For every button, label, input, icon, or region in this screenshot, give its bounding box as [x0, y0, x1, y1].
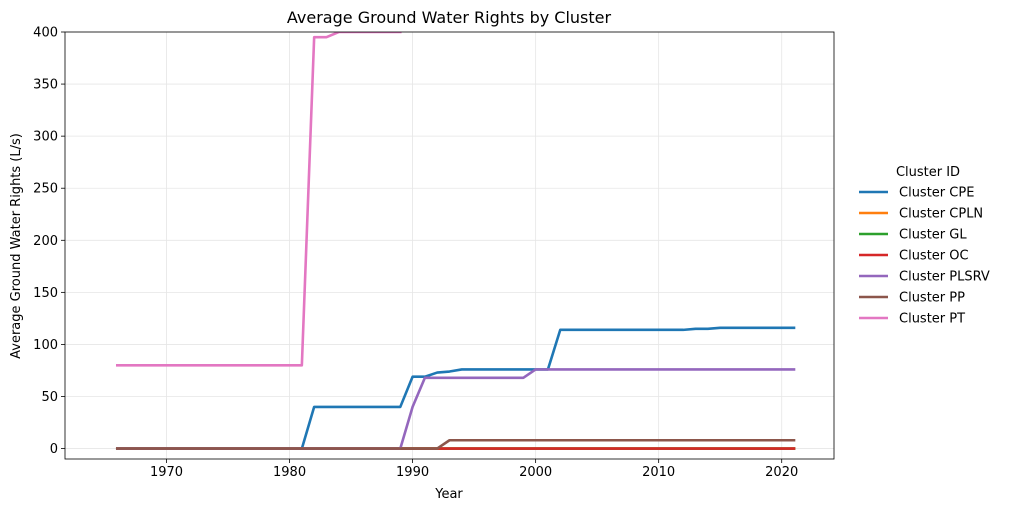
series-line-cluster-pp	[115, 438, 796, 450]
y-tick-label: 400	[33, 26, 58, 41]
series-line-cluster-pt	[115, 32, 402, 367]
y-axis: 0 50 100 150 200 250 300 350 400	[33, 26, 65, 457]
x-tick-label: 2010	[642, 465, 675, 480]
x-axis: 1970 1980 1990 2000 2010 2020	[150, 459, 798, 480]
x-tick-label: 1970	[150, 465, 183, 480]
y-tick-label: 150	[33, 286, 58, 301]
series-layer	[115, 32, 796, 450]
legend-label-cluster-cpln: Cluster CPLN	[899, 207, 983, 222]
x-axis-label: Year	[434, 487, 463, 502]
x-tick-label: 1980	[273, 465, 306, 480]
chart-title: Average Ground Water Rights by Cluster	[287, 8, 612, 27]
legend-title: Cluster ID	[896, 165, 960, 180]
legend-label-cluster-pt: Cluster PT	[899, 312, 965, 327]
legend-label-cluster-gl: Cluster GL	[899, 228, 967, 243]
series-line-cluster-cpe	[115, 326, 796, 450]
y-tick-label: 300	[33, 130, 58, 145]
y-tick-label: 0	[50, 442, 58, 457]
y-tick-label: 50	[41, 390, 58, 405]
legend-label-cluster-cpe: Cluster CPE	[899, 186, 974, 201]
y-tick-label: 200	[33, 234, 58, 249]
x-tick-label: 2020	[765, 465, 798, 480]
legend-label-cluster-oc: Cluster OC	[899, 249, 969, 264]
y-axis-label: Average Ground Water Rights (L/s)	[9, 133, 24, 359]
y-tick-label: 250	[33, 182, 58, 197]
plot-frame	[64, 31, 835, 460]
legend-label-cluster-plsrv: Cluster PLSRV	[899, 270, 990, 285]
x-tick-label: 2000	[519, 465, 552, 480]
x-tick-label: 1990	[396, 465, 429, 480]
legend-label-cluster-pp: Cluster PP	[899, 291, 965, 306]
legend: Cluster ID Cluster CPE Cluster CPLN Cluste…	[859, 165, 990, 327]
y-tick-label: 350	[33, 78, 58, 93]
y-tick-label: 100	[33, 338, 58, 353]
